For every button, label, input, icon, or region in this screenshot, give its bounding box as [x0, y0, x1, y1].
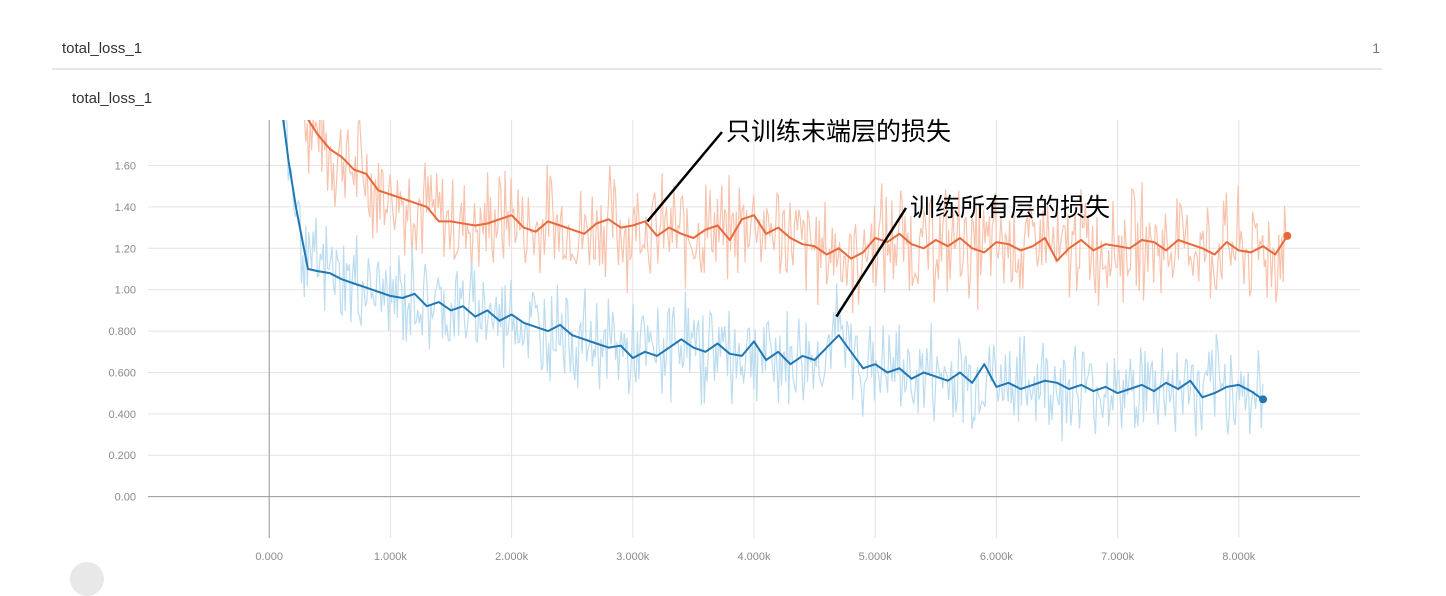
y-tick-label: 0.400 [108, 409, 136, 421]
y-tick-label: 0.800 [108, 326, 136, 338]
y-tick-label: 0.00 [115, 492, 136, 504]
x-tick-label: 3.000k [616, 551, 650, 563]
x-tick-label: 7.000k [1101, 551, 1135, 563]
y-tick-label: 1.60 [115, 161, 136, 173]
grid [148, 120, 1360, 538]
y-tick-label: 1.20 [115, 243, 136, 255]
series-0-raw-line [304, 79, 1286, 313]
x-tick-label: 8.000k [1222, 551, 1256, 563]
x-tick-label: 6.000k [980, 551, 1014, 563]
x-tick-label: 2.000k [495, 551, 529, 563]
y-tick-label: 0.600 [108, 367, 136, 379]
y-tick-label: 0.200 [108, 450, 136, 462]
series-1-line [283, 114, 1264, 400]
annotation-label: 训练所有层的损失 [910, 193, 1110, 222]
y-tick-label: 1.00 [115, 285, 136, 297]
x-tick-label: 5.000k [859, 551, 893, 563]
fit-domain-button[interactable] [70, 562, 104, 596]
series-0-end-marker [1283, 232, 1291, 240]
x-tick-label: 4.000k [737, 551, 771, 563]
x-tick-label: 0.000 [255, 551, 283, 563]
annotation-label: 只训练末端层的损失 [726, 117, 951, 146]
y-tick-label: 1.40 [115, 202, 136, 214]
x-tick-label: 1.000k [374, 551, 408, 563]
series-1-end-marker [1259, 395, 1267, 403]
